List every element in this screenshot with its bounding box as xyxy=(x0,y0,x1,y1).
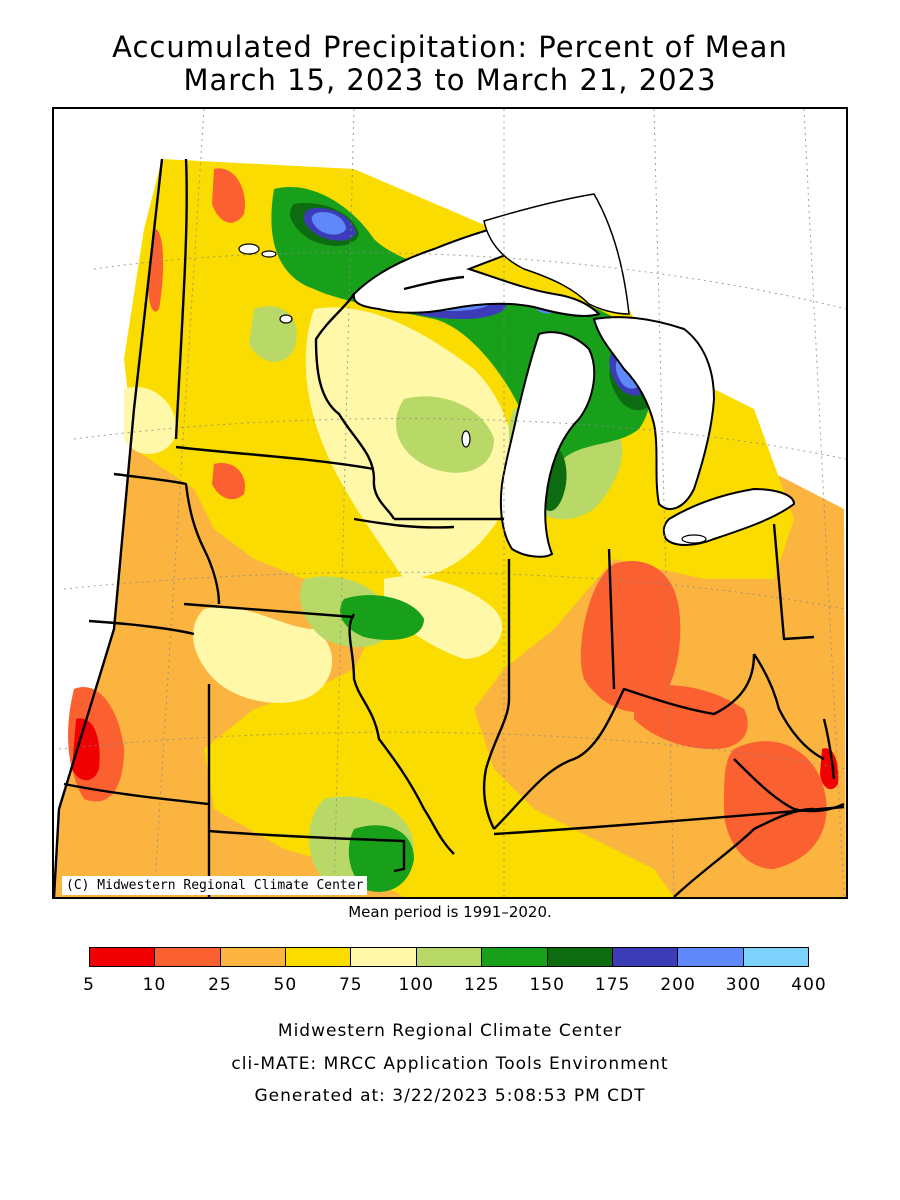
lake-erie xyxy=(662,487,796,546)
legend-swatch-5 xyxy=(416,948,483,966)
copyright-notice: (C) Midwestern Regional Climate Center xyxy=(62,876,368,895)
legend-tick-label: 300 xyxy=(725,975,762,995)
precip-zone-125-150-b xyxy=(340,595,424,640)
legend-tick-label: 10 xyxy=(142,975,167,995)
legend-tick-label: 75 xyxy=(338,975,363,995)
legend-tick-label: 50 xyxy=(273,975,298,995)
legend-swatch-3 xyxy=(286,948,352,966)
legend-color-bar xyxy=(89,947,809,967)
precip-zone-10-25-e xyxy=(212,168,245,223)
precip-zone-10-25-f xyxy=(212,463,245,500)
precip-zone-100-125-e xyxy=(249,306,297,362)
legend-swatch-8 xyxy=(612,948,679,966)
precip-zone-5-10-a xyxy=(72,718,100,781)
legend-tick-label: 150 xyxy=(529,975,565,995)
map-title-line1: Accumulated Precipitation: Percent of Me… xyxy=(112,30,788,64)
precip-zone-75-100-b xyxy=(193,606,333,703)
legend-swatch-7 xyxy=(547,948,613,966)
lake-huron xyxy=(592,316,716,510)
legend-tick-labels: 5 10 25 50 75 100 125 150 175 200 300 400 xyxy=(0,975,900,999)
mean-period-note: Mean period is 1991–2020. xyxy=(348,903,552,921)
legend-tick-label: 175 xyxy=(594,975,631,995)
footer-generated: Generated at: 3/22/2023 5:08:53 PM CDT xyxy=(254,1086,646,1106)
legend-swatch-6 xyxy=(482,948,548,966)
footer-tool: cli-MATE: MRCC Application Tools Environ… xyxy=(231,1054,669,1074)
precip-zone-10-25-a xyxy=(580,561,681,713)
legend-tick-label: 100 xyxy=(398,975,434,995)
legend-swatch-0 xyxy=(90,948,156,966)
footer-organization: Midwestern Regional Climate Center xyxy=(277,1021,623,1041)
canada-land xyxy=(483,193,630,315)
legend-tick-label: 5 xyxy=(83,975,95,995)
legend-swatch-4 xyxy=(351,948,417,966)
legend-tick-label: 25 xyxy=(208,975,232,995)
precip-zone-100-125-a xyxy=(395,396,494,473)
state-borders xyxy=(54,158,845,897)
lake-michigan xyxy=(499,331,596,558)
precipitation-map: (C) Midwestern Regional Climate Center xyxy=(52,107,848,899)
lake-superior xyxy=(352,218,601,317)
precip-zone-75-100-d xyxy=(384,576,503,659)
precip-zone-200-300-a xyxy=(311,212,346,235)
legend-swatch-9 xyxy=(678,948,744,966)
legend-tick-label: 125 xyxy=(463,975,500,995)
map-title-line2: March 15, 2023 to March 21, 2023 xyxy=(183,63,717,97)
legend-swatch-2 xyxy=(220,948,287,966)
precip-zone-75-100-c xyxy=(124,387,176,454)
legend-swatch-10 xyxy=(743,948,808,966)
small-lakes xyxy=(238,243,707,544)
legend-tick-label: 400 xyxy=(791,975,827,995)
legend-swatch-1 xyxy=(155,948,221,966)
legend-tick-label: 200 xyxy=(660,975,696,995)
